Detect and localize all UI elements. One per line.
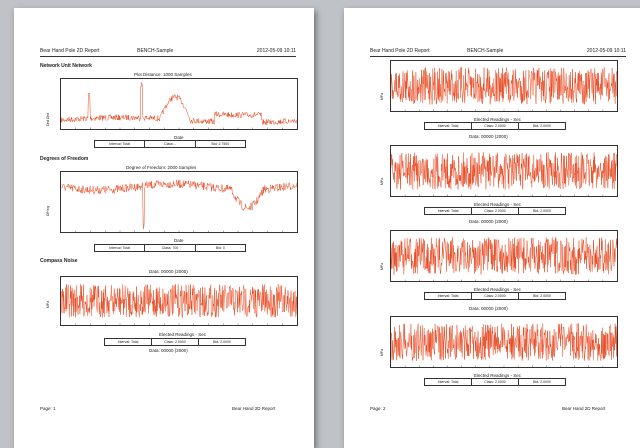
stats-box: Interval: Total Class: 2.0000 Bid: 2.000…: [424, 122, 566, 130]
stat-interval: Interval: Total: [425, 293, 472, 299]
stat-interval: Interval: Total: [425, 208, 472, 214]
header-date: 2012-05-09 10:11: [586, 48, 626, 54]
report-page-1: Bear Hand Pole 2D Report BENCH-Sample 20…: [14, 8, 314, 448]
report-page-2: Bear Hand Pole 2D Report BENCH-Sample 20…: [344, 8, 640, 448]
y-axis-label: DFreq: [46, 206, 50, 216]
stats-box: Interval: Total Class: 2.0000 Bid: 2.000…: [424, 292, 566, 300]
header-sample: BENCH-Sample: [137, 48, 174, 54]
trace-plot: [60, 276, 298, 326]
x-axis-label: Date: [174, 135, 184, 140]
plot-title: Degree of Freedom: 2000 Samples: [126, 165, 197, 170]
trace-plot: [390, 60, 618, 112]
section-title: Degrees of Freedom: [40, 156, 89, 162]
stat-bid: Bid: 2.0000: [533, 294, 551, 298]
plot-caption: Data: 00000 (2000): [149, 348, 188, 353]
stats-box: Interval: Total Class: 2.0000 Bid: 2.000…: [424, 207, 566, 215]
trace-svg: [61, 284, 297, 325]
stat-bid: Bid: 2.7500: [211, 142, 230, 146]
signal-trace: [391, 152, 617, 190]
signal-trace: [391, 237, 617, 275]
plot-caption: Data: 00000 (2000): [469, 134, 508, 139]
trace-plot: [390, 316, 618, 368]
stats-box: Interval: Total Class: 700 Bid: 0: [94, 244, 246, 252]
x-axis-label: Elected Readings - Sec: [474, 117, 522, 122]
page-header: Bear Hand Pole 2D Report BENCH-Sample 20…: [40, 46, 296, 57]
stat-interval: Interval: Total: [95, 141, 146, 147]
x-axis-label: Elected Readings - Sec: [159, 332, 207, 337]
trace-svg: [391, 237, 617, 281]
section-title: Network Unit Network: [40, 63, 92, 69]
trace-plot: [60, 78, 298, 130]
y-axis-label: Dist Dist: [46, 112, 50, 126]
x-axis-label: Date: [174, 238, 184, 243]
trace-plot: [390, 145, 618, 197]
page-number: Page: 2: [370, 406, 386, 411]
stat-bid: Bid: 2.0000: [533, 124, 551, 128]
signal-trace: [61, 179, 297, 229]
stat-class: Class: 2.0000: [472, 293, 519, 299]
stat-class: Class: 700: [145, 245, 196, 251]
page-number: Page: 1: [40, 406, 56, 411]
y-axis-label: MPa: [380, 177, 384, 185]
stat-class: Class: 2.0000: [152, 339, 199, 345]
stats-box: Interval: Total Class: 2.0000 Bid: 2.000…: [424, 378, 566, 386]
trace-plot: [390, 230, 618, 282]
y-axis-label: MPa: [380, 348, 384, 356]
plot-caption: Data: 00000 (2000): [469, 219, 508, 224]
plot-title: Plot Distance: 1000 Samples: [134, 72, 192, 77]
header-date: 2012-05-09 10:11: [256, 48, 296, 54]
signal-trace: [391, 323, 617, 361]
page-header: Bear Hand Pole 2D Report BENCH-Sample 20…: [370, 46, 626, 57]
header-title: Bear Hand Pole 2D Report: [40, 48, 100, 54]
stat-class: Class: 2.0000: [472, 208, 519, 214]
trace-svg: [391, 323, 617, 367]
x-axis-label: Elected Readings - Sec: [474, 373, 522, 378]
x-axis-label: Elected Readings - Sec: [474, 202, 522, 207]
y-axis-label: MPa: [380, 262, 384, 270]
trace-svg: [61, 179, 297, 232]
stat-class: Class: 2.0000: [472, 379, 519, 385]
stat-class: Class: -: [145, 141, 196, 147]
signal-trace: [391, 67, 617, 105]
stat-bid: Bid: 2.0000: [533, 209, 551, 213]
signal-trace: [61, 284, 297, 319]
y-axis-label: MPa: [380, 92, 384, 100]
stats-box: Interval: Total Class: 2.0000 Bid: 2.000…: [104, 338, 246, 346]
footer-title: Bear Hand 2D Report: [562, 406, 606, 411]
stat-interval: Interval: Total: [425, 379, 472, 385]
y-axis-label: MPa: [46, 300, 50, 308]
stat-class: Class: 2.0000: [472, 123, 519, 129]
stat-interval: Interval: Total: [105, 339, 152, 345]
trace-svg: [391, 152, 617, 196]
signal-trace: [61, 82, 297, 126]
stat-bid: Bid: 0: [215, 246, 225, 250]
plot-caption: Data: 00000 (2000): [469, 306, 508, 311]
stat-interval: Interval: Total: [425, 123, 472, 129]
trace-plot: [60, 171, 298, 233]
x-axis-label: Elected Readings - Sec: [474, 287, 522, 292]
stat-bid: Bid: 2.0000: [533, 380, 551, 384]
stats-box: Interval: Total Class: - Bid: 2.7500: [94, 140, 246, 148]
footer-title: Bear Hand 2D Report: [232, 406, 276, 411]
trace-svg: [391, 67, 617, 111]
header-sample: BENCH-Sample: [467, 48, 504, 54]
trace-svg: [61, 82, 297, 129]
plot-title: Data: 00000 (2000): [149, 269, 188, 274]
stat-interval: Interval: Total: [95, 245, 146, 251]
header-title: Bear Hand Pole 2D Report: [370, 48, 430, 54]
section-title: Compass Noise: [40, 258, 78, 264]
stat-bid: Bid: 2.0000: [213, 340, 231, 344]
